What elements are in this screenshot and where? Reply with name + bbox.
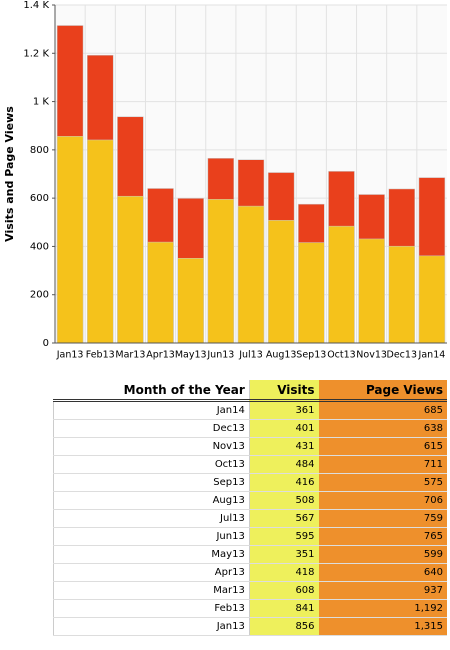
y-tick-label: 600 xyxy=(30,193,49,204)
table-cell: 361 xyxy=(249,400,319,420)
table-row: Apr13 418 640 xyxy=(53,563,447,582)
table-row: Jun13 595 765 xyxy=(53,527,447,546)
table-cell: 615 xyxy=(318,437,447,456)
table-row: Jul13 567 759 xyxy=(53,509,447,528)
x-tick-label: Dec13 xyxy=(387,350,417,361)
bar xyxy=(56,136,84,344)
table-cell: Aug13 xyxy=(53,491,250,510)
table-cell: 765 xyxy=(318,527,447,546)
table-cell: Apr13 xyxy=(53,563,250,582)
bar xyxy=(237,205,265,344)
header-cell: Month of the Year xyxy=(53,380,250,402)
data-table: Month of the Year Visits Page Views Jan14 36… xyxy=(53,380,447,636)
table-cell: Sep13 xyxy=(53,473,250,492)
table-row: Sep13 416 575 xyxy=(53,473,447,492)
y-axis-label: Visits and Page Views xyxy=(3,106,16,242)
x-tick-label: Oct13 xyxy=(327,350,356,361)
x-tick-label: Jun13 xyxy=(206,350,234,361)
table-row: May13 351 599 xyxy=(53,545,447,564)
x-tick-label: Sep13 xyxy=(296,350,326,361)
table-cell: 608 xyxy=(249,581,319,600)
header-cell: Visits xyxy=(249,380,319,402)
table-cell: 638 xyxy=(318,419,447,438)
bar xyxy=(87,139,114,344)
y-tick-label: 1 K xyxy=(33,97,50,108)
bar xyxy=(207,199,235,344)
bar xyxy=(418,255,446,344)
y-tick-label: 1.4 K xyxy=(23,0,49,11)
table-cell: May13 xyxy=(53,545,250,564)
bar xyxy=(147,241,174,344)
table-cell: Oct13 xyxy=(53,455,250,474)
table-cell: 595 xyxy=(249,527,319,546)
table-cell: 711 xyxy=(318,455,447,474)
y-tick-label: 1.2 K xyxy=(23,48,49,59)
table-cell: 416 xyxy=(249,473,319,492)
table-cell: 401 xyxy=(249,419,319,438)
table-cell: Nov13 xyxy=(53,437,250,456)
table-row: Jan14 361 685 xyxy=(53,400,447,420)
y-tick-label: 200 xyxy=(30,290,49,301)
table-row: Dec13 401 638 xyxy=(53,419,447,438)
x-tick-label: Nov13 xyxy=(356,350,387,361)
table-row: Feb13 841 1,192 xyxy=(53,599,447,618)
y-tick-label: 0 xyxy=(43,338,49,349)
x-tick-label: Jan14 xyxy=(418,350,446,361)
table-cell: Jan13 xyxy=(53,617,250,636)
table-cell: 841 xyxy=(249,599,319,618)
table-cell: 351 xyxy=(249,545,319,564)
bar xyxy=(388,245,415,344)
x-tick-label: Apr13 xyxy=(146,350,175,361)
bar xyxy=(117,195,144,344)
bar xyxy=(267,220,295,344)
table-cell: 599 xyxy=(318,545,447,564)
table-cell: 484 xyxy=(249,455,319,474)
table-cell: 856 xyxy=(249,617,319,636)
bar xyxy=(328,225,355,344)
x-tick-label: Aug13 xyxy=(266,350,297,361)
y-tick-label: 800 xyxy=(30,145,49,156)
x-tick-label: Jul13 xyxy=(238,350,263,361)
table-cell: 685 xyxy=(318,400,447,420)
table-cell: Dec13 xyxy=(53,419,250,438)
table-row: Nov13 431 615 xyxy=(53,437,447,456)
table-cell: Mar13 xyxy=(53,581,250,600)
table-cell: 706 xyxy=(318,491,447,510)
table-cell: 1,192 xyxy=(318,599,447,618)
x-tick-label: Jan13 xyxy=(56,350,84,361)
bar xyxy=(298,242,325,344)
chart: Visits and Page Views 0 200 400 600 800 1 K 1.… xyxy=(3,0,447,361)
table-row: Mar13 608 937 xyxy=(53,581,447,600)
table-cell: Jun13 xyxy=(53,527,250,546)
table-row: Jan13 856 1,315 xyxy=(53,617,447,636)
x-tick-label: Mar13 xyxy=(115,350,145,361)
table-cell: 418 xyxy=(249,563,319,582)
table-cell: Jul13 xyxy=(53,509,250,528)
table-cell: 508 xyxy=(249,491,319,510)
table-cell: 431 xyxy=(249,437,319,456)
table-cell: 1,315 xyxy=(318,617,447,636)
table-cell: 759 xyxy=(318,509,447,528)
table-cell: Feb13 xyxy=(53,599,250,618)
table-row: Aug13 508 706 xyxy=(53,491,447,510)
table-cell: 575 xyxy=(318,473,447,492)
y-tick-label: 400 xyxy=(30,241,49,252)
x-tick-label: May13 xyxy=(175,350,207,361)
x-tick-label: Feb13 xyxy=(86,350,115,361)
table-cell: 567 xyxy=(249,509,319,528)
header-row: Month of the Year Visits Page Views xyxy=(53,380,447,402)
table-cell: 640 xyxy=(318,563,447,582)
table-cell: 937 xyxy=(318,581,447,600)
table-row: Oct13 484 711 xyxy=(53,455,447,474)
bar xyxy=(177,258,204,344)
header-cell: Page Views xyxy=(318,380,447,402)
bar xyxy=(358,238,385,344)
table-cell: Jan14 xyxy=(53,400,250,420)
